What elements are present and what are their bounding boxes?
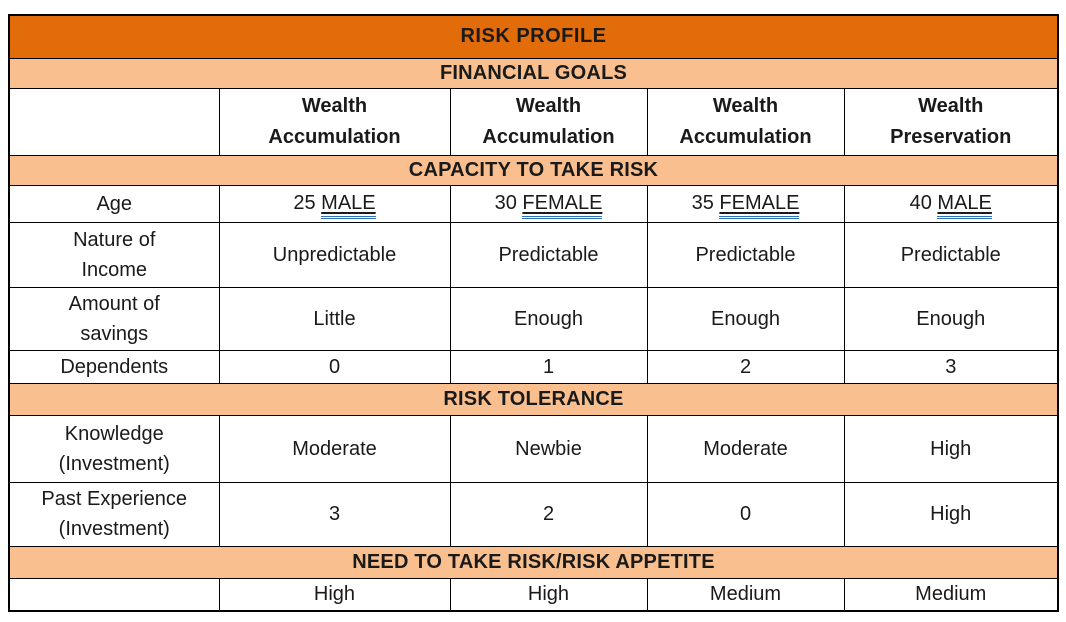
dependents-cell-2: 1	[449, 349, 648, 384]
table-row-knowledge: Knowledge (Investment) Moderate Newbie M…	[8, 414, 1059, 483]
appetite-cell-3: Medium	[646, 577, 845, 612]
row-label-empty	[8, 577, 220, 612]
appetite-cell-2: High	[449, 577, 648, 612]
savings-cell-1: Little	[218, 286, 451, 351]
savings-cell-4: Enough	[843, 286, 1059, 351]
age-cell-1: 25 MALE	[218, 184, 451, 223]
age-value: 35	[691, 191, 714, 214]
risk-profile-table: RISK PROFILE FINANCIAL GOALS Wealth Accu…	[8, 14, 1059, 612]
nature-cell-2: Predictable	[449, 221, 648, 288]
table-row-past-experience: Past Experience (Investment) 3 2 0 High	[8, 481, 1059, 547]
age-value: 40	[909, 191, 932, 214]
row-label-nature-of-income: Nature of Income	[8, 221, 220, 288]
page-title: RISK PROFILE	[8, 14, 1059, 59]
nature-cell-3: Predictable	[646, 221, 845, 288]
experience-cell-4: High	[843, 481, 1059, 547]
nature-cell-1: Unpredictable	[218, 221, 451, 288]
table-row-nature-of-income: Nature of Income Unpredictable Predictab…	[8, 221, 1059, 288]
table-row-risk-appetite: High High Medium Medium	[8, 577, 1059, 612]
row-label-age: Age	[8, 184, 220, 223]
goal-header-2: Wealth Accumulation	[449, 87, 648, 156]
table-row-amount-of-savings: Amount of savings Little Enough Enough E…	[8, 286, 1059, 351]
section-row-financial-goals: FINANCIAL GOALS	[8, 57, 1059, 89]
appetite-cell-1: High	[218, 577, 451, 612]
knowledge-cell-3: Moderate	[646, 414, 845, 483]
dependents-cell-3: 2	[646, 349, 845, 384]
goal-header-1: Wealth Accumulation	[218, 87, 451, 156]
goal-header-4: Wealth Preservation	[843, 87, 1059, 156]
nature-cell-4: Predictable	[843, 221, 1059, 288]
experience-cell-1: 3	[218, 481, 451, 547]
row-label-past-experience: Past Experience (Investment)	[8, 481, 220, 547]
gender-flagged-word: FEMALE	[522, 192, 603, 219]
gender-flagged-word: FEMALE	[719, 192, 800, 219]
goal-header-row: Wealth Accumulation Wealth Accumulation …	[8, 87, 1059, 156]
title-row: RISK PROFILE	[8, 14, 1059, 59]
dependents-cell-1: 0	[218, 349, 451, 384]
age-cell-4: 40 MALE	[843, 184, 1059, 223]
knowledge-cell-2: Newbie	[449, 414, 648, 483]
row-label-dependents: Dependents	[8, 349, 220, 384]
dependents-cell-4: 3	[843, 349, 1059, 384]
age-value: 30	[494, 191, 517, 214]
gender-flagged-word: MALE	[937, 192, 992, 219]
table-row-age: Age 25 MALE 30 FEMALE 35 FEMALE 40 MALE	[8, 184, 1059, 223]
savings-cell-2: Enough	[449, 286, 648, 351]
section-financial-goals: FINANCIAL GOALS	[8, 57, 1059, 89]
section-row-tolerance: RISK TOLERANCE	[8, 382, 1059, 416]
section-risk-tolerance: RISK TOLERANCE	[8, 382, 1059, 416]
corner-empty-cell	[8, 87, 220, 156]
section-need-to-take-risk: NEED TO TAKE RISK/RISK APPETITE	[8, 545, 1059, 579]
row-label-knowledge: Knowledge (Investment)	[8, 414, 220, 483]
knowledge-cell-4: High	[843, 414, 1059, 483]
section-row-capacity: CAPACITY TO TAKE RISK	[8, 154, 1059, 186]
row-label-amount-of-savings: Amount of savings	[8, 286, 220, 351]
goal-header-3: Wealth Accumulation	[646, 87, 845, 156]
experience-cell-2: 2	[449, 481, 648, 547]
gender-flagged-word: MALE	[321, 192, 376, 219]
section-row-need: NEED TO TAKE RISK/RISK APPETITE	[8, 545, 1059, 579]
age-cell-2: 30 FEMALE	[449, 184, 648, 223]
section-capacity: CAPACITY TO TAKE RISK	[8, 154, 1059, 186]
savings-cell-3: Enough	[646, 286, 845, 351]
experience-cell-3: 0	[646, 481, 845, 547]
appetite-cell-4: Medium	[843, 577, 1059, 612]
age-value: 25	[293, 191, 316, 214]
knowledge-cell-1: Moderate	[218, 414, 451, 483]
table-row-dependents: Dependents 0 1 2 3	[8, 349, 1059, 384]
age-cell-3: 35 FEMALE	[646, 184, 845, 223]
